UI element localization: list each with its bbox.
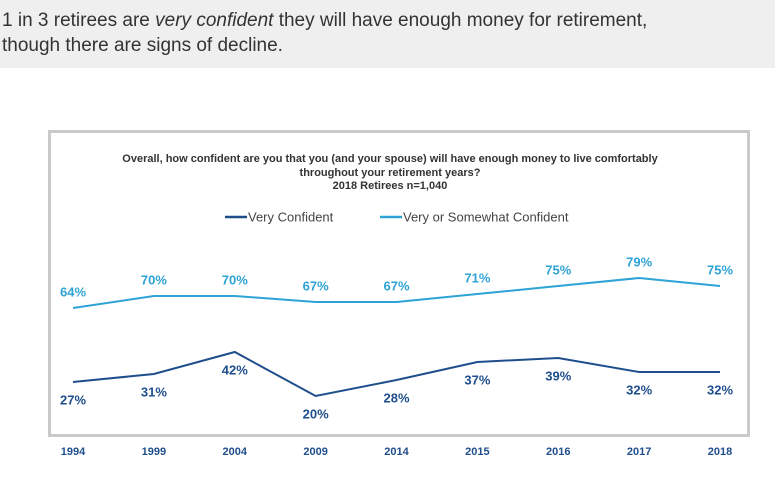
data-label: 67% <box>383 278 409 293</box>
data-label: 67% <box>303 278 329 293</box>
x-tick-label: 2014 <box>384 446 409 458</box>
chart-frame <box>48 130 750 437</box>
data-label: 75% <box>545 262 571 277</box>
data-label: 70% <box>222 272 248 287</box>
x-tick-label: 1994 <box>61 446 86 458</box>
data-label: 64% <box>60 284 86 299</box>
legend-label: Very Confident <box>248 209 334 224</box>
headline-emphasis: very confident <box>155 10 274 31</box>
x-tick-label: 1999 <box>142 446 166 458</box>
x-tick-label: 2004 <box>223 446 248 458</box>
x-tick-label: 2015 <box>465 446 489 458</box>
data-label: 37% <box>464 372 490 387</box>
x-tick-label: 2009 <box>303 446 327 458</box>
data-label: 27% <box>60 392 86 407</box>
data-label: 32% <box>707 382 733 397</box>
data-label: 42% <box>222 362 248 377</box>
data-label: 79% <box>626 254 652 269</box>
data-label: 31% <box>141 384 167 399</box>
data-label: 71% <box>464 270 490 285</box>
headline-text: they will have enough money for retireme… <box>2 10 648 56</box>
series-line <box>72 276 721 309</box>
data-label: 75% <box>707 262 733 277</box>
legend-label: Very or Somewhat Confident <box>403 209 569 224</box>
x-tick-label: 2018 <box>708 446 732 458</box>
data-label: 28% <box>383 390 409 405</box>
headline: 1 in 3 retirees are very confident they … <box>2 8 702 58</box>
data-label: 20% <box>303 406 329 421</box>
chart-subtitle: 2018 Retirees n=1,040 <box>332 180 448 192</box>
chart-title: Overall, how confident are you that you … <box>122 153 658 179</box>
x-tick-label: 2017 <box>627 446 651 458</box>
data-label: 70% <box>141 272 167 287</box>
data-label: 39% <box>545 368 571 383</box>
x-tick-label: 2016 <box>546 446 570 458</box>
data-label: 32% <box>626 382 652 397</box>
header-band <box>0 0 775 68</box>
headline-text: 1 in 3 retirees are <box>2 10 156 31</box>
series-line <box>72 350 720 398</box>
